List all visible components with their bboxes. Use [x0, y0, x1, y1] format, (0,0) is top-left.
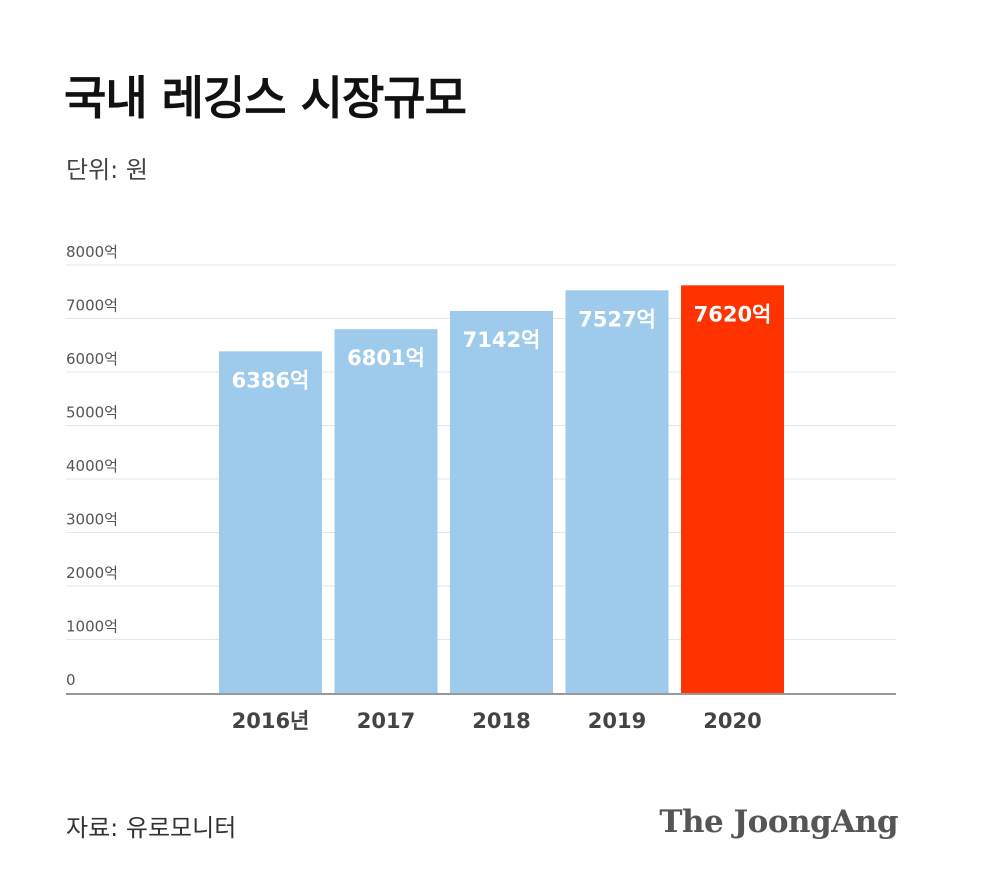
unit-label: 단위: 원 [66, 156, 148, 184]
bars [219, 285, 784, 693]
x-tick-label: 2019 [588, 709, 646, 733]
y-tick-label: 6000억 [66, 350, 118, 368]
y-tick-label: 8000억 [66, 243, 118, 261]
x-tick-label: 2017 [357, 709, 415, 733]
y-axis-ticks: 0 1000억 2000억 3000억 4000억 5000억 6000억 7000억 8000… [66, 243, 118, 689]
bar-data-label: 7527억 [578, 307, 656, 331]
bar-data-label: 7620억 [694, 302, 772, 326]
source-note: 자료: 유로모니터 [66, 814, 237, 842]
y-tick-label: 5000억 [66, 404, 118, 422]
bar-data-label: 6801억 [347, 346, 425, 370]
bar-2016 [219, 351, 322, 693]
brand-logo: The JoongAng [659, 804, 898, 840]
y-tick-label: 7000억 [66, 297, 118, 315]
y-tick-label: 4000억 [66, 457, 118, 475]
x-tick-label: 2016년 [232, 709, 310, 733]
y-tick-label: 3000억 [66, 511, 118, 529]
bar-2020 [681, 285, 784, 693]
bar-2019 [565, 290, 669, 693]
bar-data-label: 6386억 [232, 368, 310, 392]
bar-2018 [450, 310, 553, 693]
bar-data-label: 7142억 [463, 328, 541, 352]
y-tick-label: 1000억 [66, 618, 118, 636]
y-tick-label: 2000억 [66, 564, 118, 582]
data-labels: 6386억 6801억 7142억 7527억 7620억 [232, 302, 772, 392]
bar-2017 [334, 329, 438, 693]
chart-title: 국내 레깅스 시장규모 [64, 71, 467, 125]
x-axis-ticks: 2016년 2017 2018 2019 2020 [232, 709, 762, 733]
y-tick-label: 0 [66, 671, 76, 689]
x-tick-label: 2018 [472, 709, 530, 733]
x-tick-label: 2020 [703, 709, 761, 733]
